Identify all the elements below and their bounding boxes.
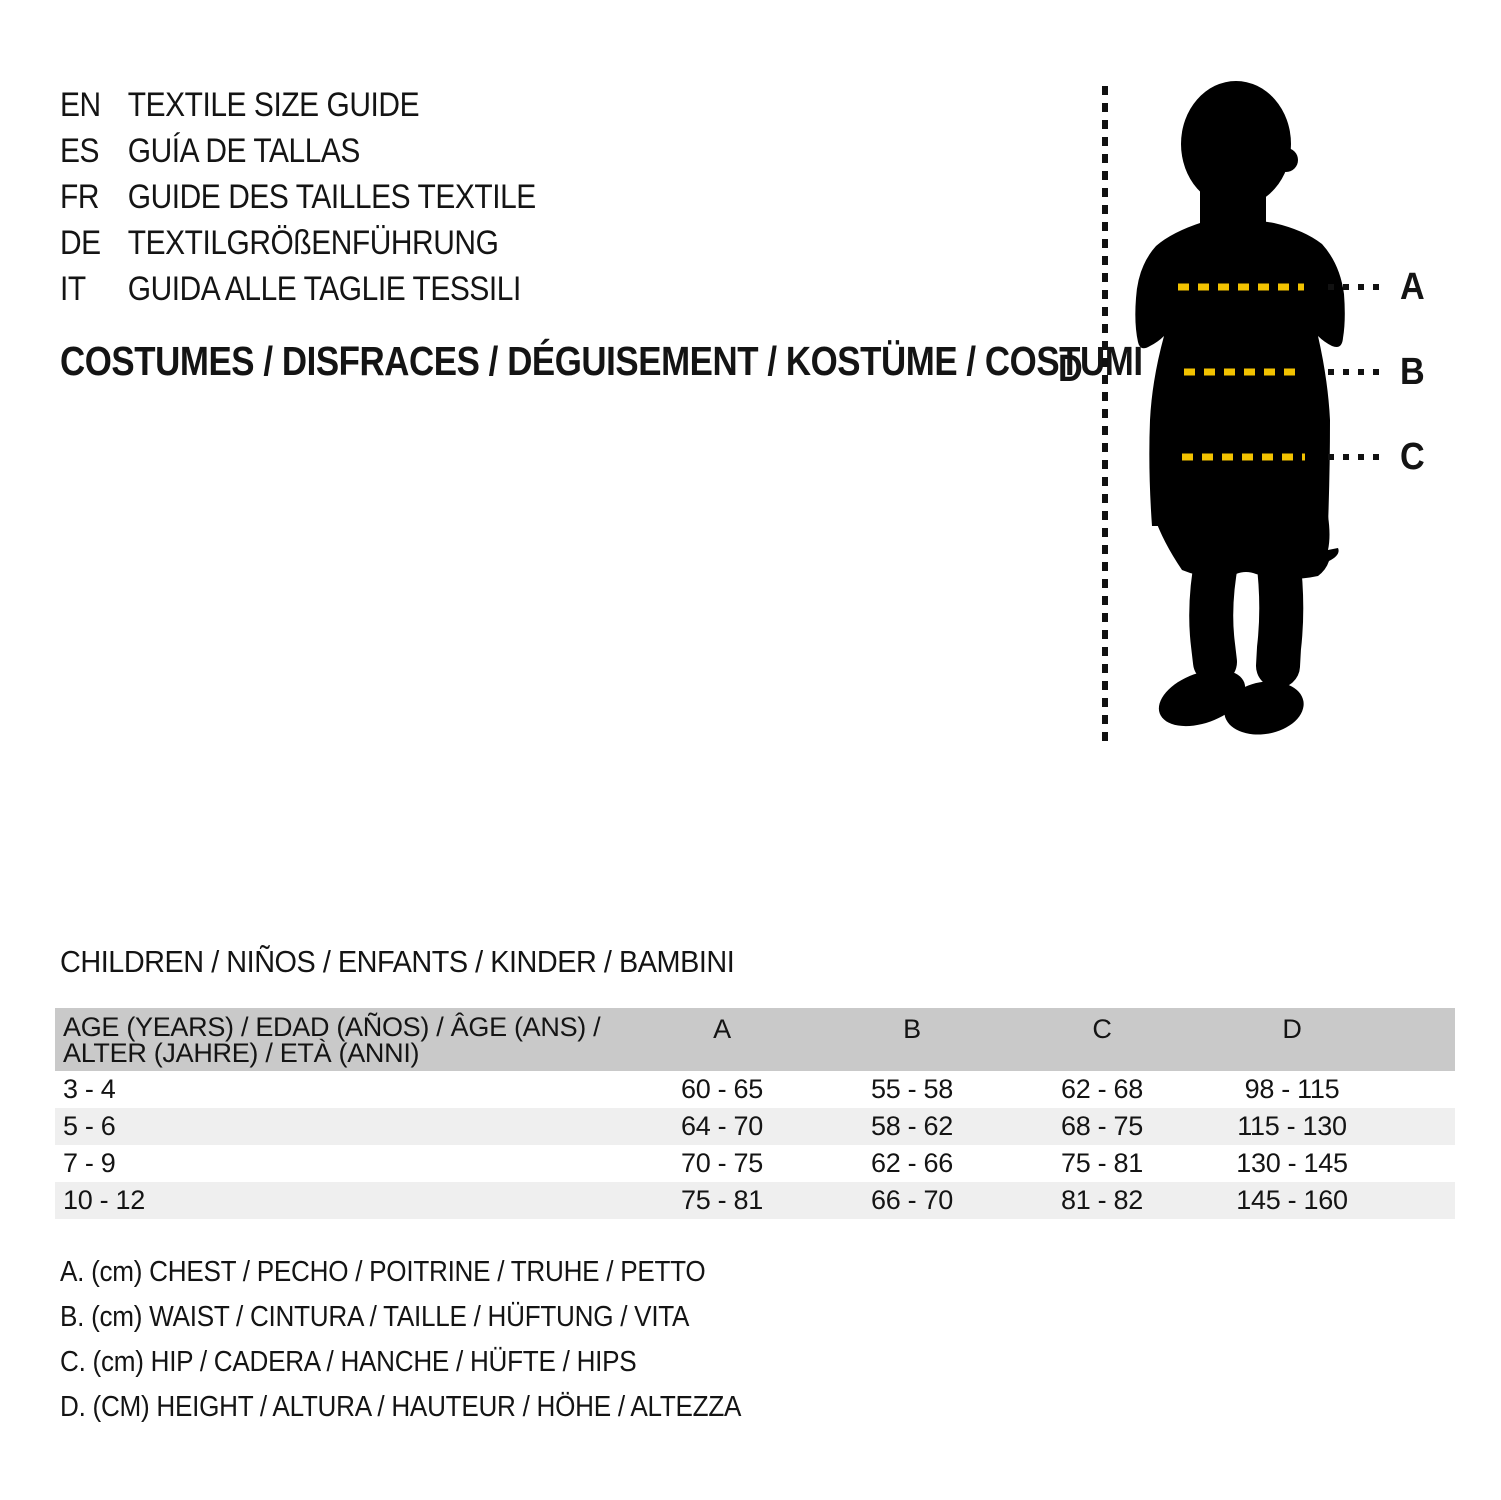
height-cell: 98 - 115 (1244, 1074, 1340, 1104)
language-row-it: IT GUIDA ALLE TAGLIE TESSILI (60, 266, 536, 312)
hip-label: C (1400, 436, 1425, 478)
silhouette-svg (1102, 81, 1386, 742)
waist-label: B (1400, 351, 1425, 393)
waist-cell: 66 - 70 (871, 1185, 953, 1215)
language-label: GUÍA DE TALLAS (127, 131, 361, 170)
waist-cell: 55 - 58 (871, 1074, 953, 1104)
hip-cell: 68 - 75 (1061, 1111, 1143, 1141)
section-title: CHILDREN / NIÑOS / ENFANTS / KINDER / BA… (60, 944, 735, 979)
legend-chest: A. (cm) CHEST / PECHO / POITRINE / TRUHE… (60, 1256, 706, 1288)
child-silhouette (1135, 81, 1345, 735)
hip-cell: 81 - 82 (1061, 1185, 1143, 1215)
chest-cell: 64 - 70 (681, 1111, 763, 1141)
leader-dot-lines (1328, 284, 1386, 460)
silhouette-left-shoe (1158, 669, 1246, 727)
age-header-line1: AGE (YEARS) / EDAD (AÑOS) / ÂGE (ANS) / (63, 1012, 601, 1042)
age-cell: 5 - 6 (63, 1111, 116, 1141)
measurement-legend: A. (cm) CHEST / PECHO / POITRINE / TRUHE… (60, 1250, 817, 1430)
column-header-b: B (817, 1008, 1007, 1071)
table-row: 10 - 12 75 - 81 66 - 70 81 - 82 145 - 16… (55, 1182, 1455, 1219)
row-spacer (1387, 1182, 1455, 1219)
language-row-en: EN TEXTILE SIZE GUIDE (60, 82, 536, 128)
language-code: FR (60, 177, 100, 216)
height-cell: 145 - 160 (1236, 1185, 1348, 1215)
language-label: GUIDE DES TAILLES TEXTILE (127, 177, 536, 216)
header-spacer (1387, 1008, 1455, 1071)
silhouette-left-leg (1189, 536, 1239, 684)
age-cell: 10 - 12 (63, 1185, 145, 1215)
chest-cell: 75 - 81 (681, 1185, 763, 1215)
language-row-fr: FR GUIDE DES TAILLES TEXTILE (60, 174, 536, 220)
chest-label: A (1400, 266, 1425, 308)
legend-hip: C. (cm) HIP / CADERA / HANCHE / HÜFTE / … (60, 1346, 637, 1378)
age-header-line2: ALTER (JAHRE) / ETÀ (ANNI) (63, 1038, 420, 1068)
silhouette-ear (1274, 148, 1298, 172)
table-row: 5 - 6 64 - 70 58 - 62 68 - 75 115 - 130 (55, 1108, 1455, 1145)
chest-cell: 70 - 75 (681, 1148, 763, 1178)
height-cell: 115 - 130 (1237, 1111, 1347, 1141)
row-spacer (1387, 1071, 1455, 1108)
silhouette-torso (1135, 219, 1345, 526)
column-header-d: D (1197, 1008, 1387, 1071)
language-label: GUIDA ALLE TAGLIE TESSILI (127, 269, 522, 308)
hip-cell: 62 - 68 (1061, 1074, 1143, 1104)
row-spacer (1387, 1108, 1455, 1145)
language-row-de: DE TEXTILGRÖßENFÜHRUNG (60, 220, 536, 266)
height-cell: 130 - 145 (1236, 1148, 1348, 1178)
language-label: TEXTILE SIZE GUIDE (127, 85, 420, 124)
legend-waist: B. (cm) WAIST / CINTURA / TAILLE / HÜFTU… (60, 1301, 690, 1333)
table-row: 7 - 9 70 - 75 62 - 66 75 - 81 130 - 145 (55, 1145, 1455, 1182)
language-code: DE (60, 223, 101, 262)
column-header-c: C (1007, 1008, 1197, 1071)
language-row-es: ES GUÍA DE TALLAS (60, 128, 536, 174)
language-code: EN (60, 85, 101, 124)
waist-cell: 62 - 66 (871, 1148, 953, 1178)
age-column-header: AGE (YEARS) / EDAD (AÑOS) / ÂGE (ANS) / … (55, 1008, 627, 1071)
hip-cell: 75 - 81 (1061, 1148, 1143, 1178)
child-silhouette-figure: A B C D (1058, 80, 1480, 752)
language-code: ES (60, 131, 100, 170)
table-header-row: AGE (YEARS) / EDAD (AÑOS) / ÂGE (ANS) / … (55, 1008, 1455, 1071)
waist-cell: 58 - 62 (871, 1111, 953, 1141)
height-label: D (1058, 348, 1083, 390)
silhouette-shorts (1152, 516, 1339, 580)
age-cell: 3 - 4 (63, 1074, 116, 1104)
silhouette-right-shoe (1224, 681, 1304, 735)
silhouette-right-leg (1256, 536, 1304, 688)
category-title: COSTUMES / DISFRACES / DÉGUISEMENT / KOS… (60, 338, 1143, 384)
language-code: IT (60, 269, 86, 308)
measurement-dash-lines (1178, 283, 1305, 461)
language-label: TEXTILGRÖßENFÜHRUNG (127, 223, 499, 262)
chest-cell: 60 - 65 (681, 1074, 763, 1104)
legend-height: D. (CM) HEIGHT / ALTURA / HAUTEUR / HÖHE… (60, 1391, 742, 1423)
column-header-a: A (627, 1008, 817, 1071)
age-cell: 7 - 9 (63, 1148, 116, 1178)
row-spacer (1387, 1145, 1455, 1182)
size-table: AGE (YEARS) / EDAD (AÑOS) / ÂGE (ANS) / … (55, 1008, 1455, 1219)
language-list: EN TEXTILE SIZE GUIDE ES GUÍA DE TALLAS … (60, 82, 601, 312)
table-row: 3 - 4 60 - 65 55 - 58 62 - 68 98 - 115 (55, 1071, 1455, 1108)
